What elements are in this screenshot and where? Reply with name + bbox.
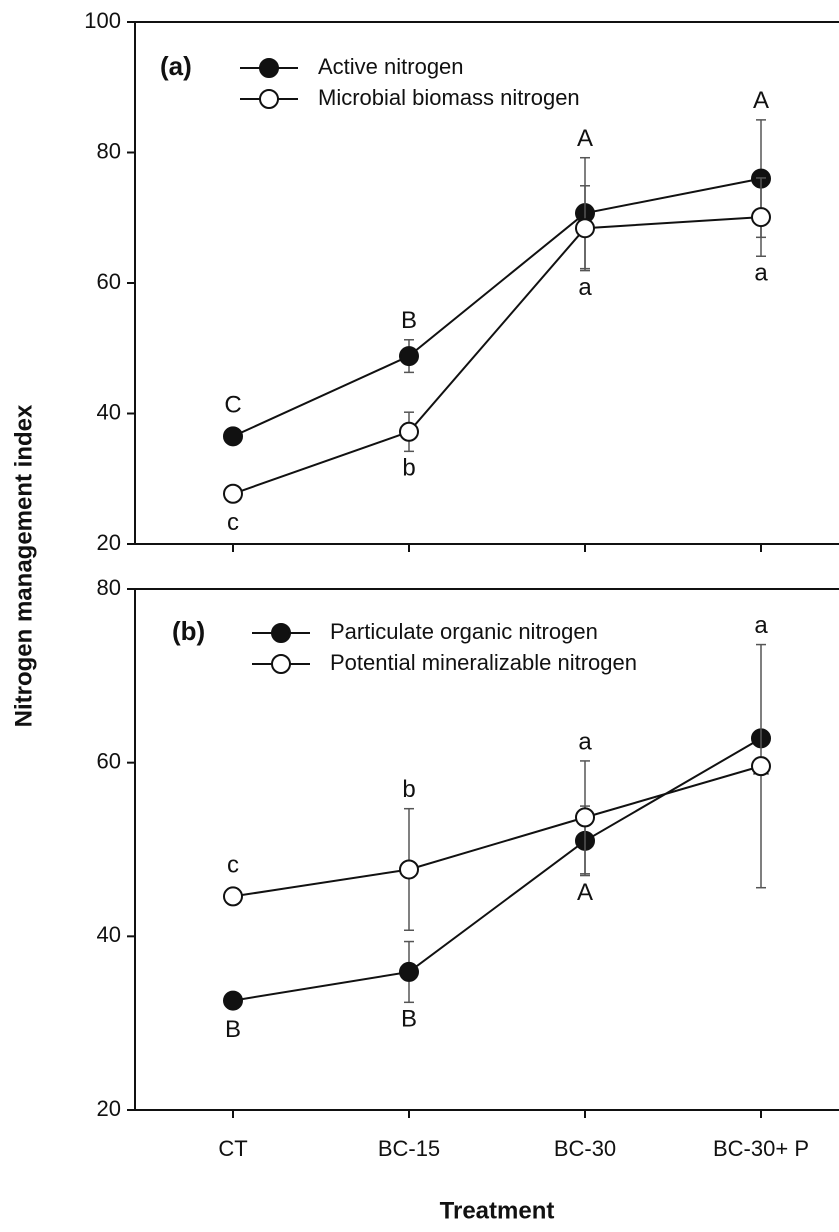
y-axis-label: Nitrogen management index xyxy=(10,404,37,727)
panel-label: (a) xyxy=(160,51,192,81)
x-tick-label: CT xyxy=(218,1136,247,1161)
data-point xyxy=(399,859,419,880)
data-point xyxy=(399,346,419,367)
significance-letter: B xyxy=(401,307,417,334)
data-point xyxy=(223,990,243,1011)
y-tick-label: 20 xyxy=(97,1096,121,1121)
significance-letter: c xyxy=(227,509,239,536)
plot-frame xyxy=(134,588,839,1111)
legend-marker xyxy=(271,623,291,643)
legend-marker xyxy=(271,654,291,674)
y-tick-label: 60 xyxy=(97,269,121,294)
legend-label: Microbial biomass nitrogen xyxy=(318,85,580,110)
significance-letter: A xyxy=(577,125,593,152)
data-point xyxy=(399,961,419,982)
significance-letter: A xyxy=(753,87,769,114)
x-tick-label: BC-15 xyxy=(378,1136,440,1161)
y-tick-label: 60 xyxy=(97,748,121,773)
y-tick-label: 80 xyxy=(97,138,121,163)
significance-letter: A xyxy=(577,879,593,906)
data-point xyxy=(751,756,771,777)
significance-letter: a xyxy=(754,612,768,639)
significance-letter: c xyxy=(227,852,239,879)
x-axis-label: Treatment xyxy=(440,1197,555,1224)
y-tick-label: 80 xyxy=(97,575,121,600)
legend-label: Potential mineralizable nitrogen xyxy=(330,650,637,675)
significance-letter: B xyxy=(401,1006,417,1033)
significance-letter: B xyxy=(225,1016,241,1043)
data-point xyxy=(223,886,243,907)
panel-label: (b) xyxy=(172,616,205,646)
legend-label: Particulate organic nitrogen xyxy=(330,619,598,644)
data-point xyxy=(223,426,243,447)
series-line xyxy=(232,737,762,1002)
series-line xyxy=(232,177,762,438)
significance-letter: b xyxy=(402,455,415,482)
data-point xyxy=(223,483,243,504)
series-line xyxy=(232,765,762,898)
series-line xyxy=(232,216,762,495)
significance-letter: C xyxy=(224,392,241,419)
significance-letter: a xyxy=(578,274,592,301)
x-tick-label: BC-30 xyxy=(554,1136,616,1161)
x-tick-label: BC-30+ P xyxy=(713,1136,809,1161)
data-point xyxy=(575,807,595,828)
y-tick-label: 40 xyxy=(97,399,121,424)
legend-label: Active nitrogen xyxy=(318,54,464,79)
y-tick-label: 20 xyxy=(97,530,121,555)
y-tick-label: 40 xyxy=(97,922,121,947)
significance-letter: a xyxy=(754,260,768,287)
data-point xyxy=(751,207,771,228)
y-tick-label: 100 xyxy=(84,8,121,33)
significance-letter: a xyxy=(578,728,592,755)
data-point xyxy=(575,218,595,239)
significance-letter: b xyxy=(402,776,415,803)
data-point xyxy=(399,421,419,442)
legend-marker xyxy=(259,58,279,78)
legend-marker xyxy=(259,89,279,109)
